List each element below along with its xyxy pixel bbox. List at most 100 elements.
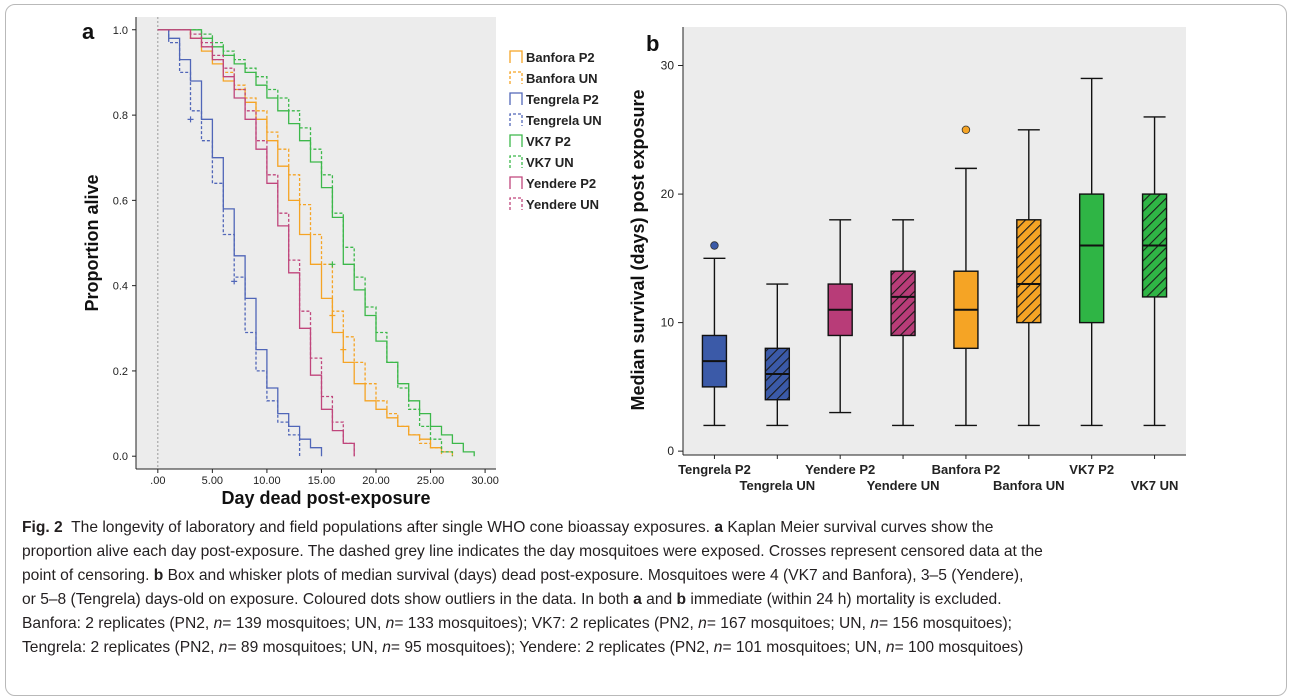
category-label: Tengrela UN <box>740 478 816 493</box>
caption-text: = 139 mosquitoes; UN, <box>222 615 382 632</box>
box-tengrela-un <box>764 283 791 427</box>
x-tick-label: 10.00 <box>253 475 281 487</box>
box-vk7-un <box>1141 116 1168 427</box>
y-tick-label: 0.0 <box>113 451 128 463</box>
legend-swatch <box>509 71 523 84</box>
caption-panel-ref: b <box>676 591 687 608</box>
box-y-axis-title: Median survival (days) post exposure <box>628 89 648 410</box>
legend-label: Banfora UN <box>526 71 598 86</box>
caption-line-5: Banfora: 2 replicates (PN2, n= 139 mosqu… <box>22 612 1277 636</box>
legend-swatch <box>509 197 523 210</box>
kaplan-meier-chart: a .00 5.00 10.00 15.00 20.00 25.00 30.00 0.0 0.… <box>82 17 602 508</box>
category-label: Tengrela P2 <box>678 462 751 477</box>
iqr-box <box>1078 193 1105 324</box>
legend-label: Banfora P2 <box>526 50 595 65</box>
caption-text: = 101 mosquitoes; UN, <box>722 639 882 656</box>
y-tick-label: 20 <box>661 187 675 201</box>
x-tick-label: 5.00 <box>202 475 223 487</box>
censored-mark <box>329 312 336 319</box>
iqr-box <box>890 270 916 337</box>
legend-label: Tengrela P2 <box>526 92 599 107</box>
caption-fig-label: Fig. 2 <box>22 519 63 536</box>
caption-text: = 167 mosquitoes; UN, <box>706 615 866 632</box>
caption-line-4: or 5–8 (Tengrela) days-old on exposure. … <box>22 588 1277 612</box>
y-tick-label: 1.0 <box>113 25 128 37</box>
x-tick-label: 15.00 <box>308 475 336 487</box>
y-tick-label: 0.8 <box>113 110 128 122</box>
x-tick-label: 25.00 <box>417 475 445 487</box>
box-plot-area <box>683 27 1186 455</box>
caption-line-1: Fig. 2 The longevity of laboratory and f… <box>22 516 1277 540</box>
caption-n: n <box>698 615 707 632</box>
caption-text: Banfora: 2 replicates (PN2, <box>22 615 210 632</box>
caption-text: = 100 mosquitoes) <box>894 639 1024 656</box>
caption-text: or 5–8 (Tengrela) days-old on exposure. … <box>22 591 629 608</box>
box-yendere-un <box>890 219 916 427</box>
y-tick-label: 0 <box>667 444 674 458</box>
caption-text: point of censoring. <box>22 567 150 584</box>
censored-mark <box>329 261 336 268</box>
category-label: VK7 UN <box>1131 478 1179 493</box>
km-series-tengrela-p2 <box>157 29 323 457</box>
legend-swatch <box>509 92 523 105</box>
caption-text: = 133 mosquitoes); VK7: 2 replicates (PN… <box>394 615 694 632</box>
box-banfora-un <box>1016 129 1042 427</box>
km-series-vk7-un <box>157 29 454 457</box>
censored-mark <box>231 278 238 285</box>
caption-text: immediate (within 24 h) mortality is exc… <box>690 591 1002 608</box>
legend-label: Yendere UN <box>526 197 599 212</box>
caption-text: Kaplan Meier survival curves show the <box>727 519 994 536</box>
outlier-dot <box>961 125 971 135</box>
km-plot-area <box>136 17 496 469</box>
category-label: Yendere P2 <box>805 462 875 477</box>
caption-n: n <box>213 615 223 632</box>
figure-frame: a .00 5.00 10.00 15.00 20.00 25.00 30.00 0.0 0.… <box>5 4 1287 696</box>
y-tick-label: 10 <box>661 316 675 330</box>
caption-text: Tengrela: 2 replicates (PN2, <box>22 639 215 656</box>
caption-text: Box and whisker plots of median survival… <box>167 567 1024 584</box>
caption-n: n <box>870 615 879 632</box>
x-tick-label: .00 <box>150 475 165 487</box>
category-label: Banfora UN <box>993 478 1065 493</box>
category-label: Yendere UN <box>867 478 940 493</box>
legend-label: VK7 UN <box>526 155 574 170</box>
caption-n: n <box>885 639 895 656</box>
box-banfora-p2 <box>953 125 979 427</box>
caption-text: = 156 mosquitoes); <box>878 615 1012 632</box>
category-label: VK7 P2 <box>1069 462 1114 477</box>
box-yendere-p2 <box>827 219 853 414</box>
km-series-yendere-un <box>157 29 355 457</box>
legend-label: Yendere P2 <box>526 176 596 191</box>
y-tick-label: 30 <box>661 59 675 73</box>
caption-line-6: Tengrela: 2 replicates (PN2, n= 89 mosqu… <box>22 636 1277 660</box>
panel-b-label: b <box>646 31 659 56</box>
panel-a-label: a <box>82 19 95 44</box>
caption-n: n <box>713 639 723 656</box>
censored-mark <box>187 116 194 123</box>
caption-line-2: proportion alive each day post-exposure.… <box>22 540 1277 564</box>
caption-panel-ref: a <box>714 519 723 536</box>
legend-label: VK7 P2 <box>526 134 571 149</box>
km-y-axis-title: Proportion alive <box>82 174 102 311</box>
iqr-box <box>1016 219 1042 324</box>
legend-label: Tengrela UN <box>526 113 602 128</box>
censored-mark <box>340 346 347 353</box>
caption-text: = 89 mosquitoes; UN, <box>227 639 378 656</box>
legend-swatch <box>509 50 523 63</box>
x-tick-label: 30.00 <box>471 475 499 487</box>
km-x-axis-title: Day dead post-exposure <box>221 488 430 508</box>
category-label: Banfora P2 <box>932 462 1001 477</box>
caption-text: and <box>646 591 673 608</box>
legend-swatch <box>509 113 523 126</box>
y-tick-label: 0.6 <box>113 195 128 207</box>
x-tick-label: 20.00 <box>362 475 390 487</box>
km-series-tengrela-un <box>157 29 301 457</box>
legend-swatch <box>509 134 523 147</box>
caption-text: The longevity of laboratory and field po… <box>71 519 710 536</box>
caption-panel-ref: b <box>153 567 164 584</box>
box-tengrela-p2 <box>701 241 728 427</box>
figure-caption: Fig. 2 The longevity of laboratory and f… <box>22 516 1277 660</box>
caption-line-3: point of censoring. b Box and whisker pl… <box>22 564 1277 588</box>
caption-n: n <box>218 639 228 656</box>
